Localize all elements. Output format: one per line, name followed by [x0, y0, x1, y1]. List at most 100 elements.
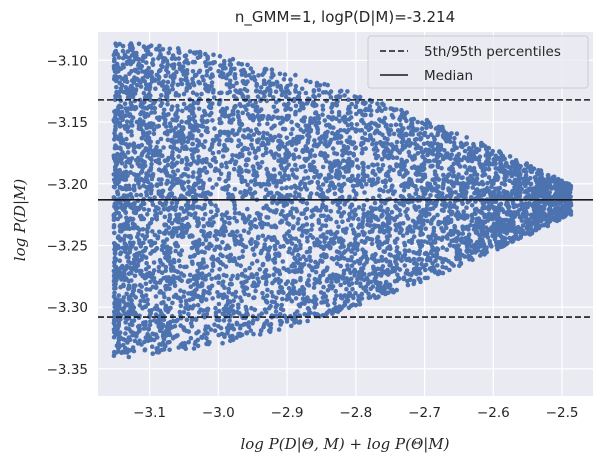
- scatter-point: [387, 252, 393, 257]
- scatter-point: [156, 56, 161, 61]
- scatter-point: [224, 210, 230, 215]
- scatter-point: [140, 294, 146, 300]
- scatter-point: [456, 151, 462, 157]
- scatter-point: [304, 222, 310, 227]
- scatter-point: [466, 253, 471, 259]
- scatter-point: [332, 132, 338, 137]
- scatter-point: [204, 336, 209, 341]
- scatter-point: [190, 296, 195, 302]
- scatter-point: [493, 216, 499, 222]
- scatter-point: [346, 106, 351, 112]
- scatter-point: [252, 177, 258, 183]
- scatter-point: [202, 234, 207, 239]
- scatter-point: [368, 134, 373, 140]
- scatter-point: [474, 176, 480, 181]
- scatter-point: [196, 154, 201, 160]
- scatter-point: [216, 332, 221, 338]
- scatter-point: [399, 258, 404, 263]
- scatter-point: [293, 147, 299, 152]
- scatter-point: [314, 80, 320, 86]
- scatter-point: [306, 273, 312, 278]
- scatter-point: [176, 154, 181, 159]
- scatter-point: [452, 135, 457, 141]
- scatter-point: [459, 240, 465, 245]
- scatter-point: [239, 176, 244, 182]
- scatter-point: [220, 340, 225, 346]
- scatter-point: [179, 125, 185, 130]
- scatter-point: [144, 260, 149, 266]
- scatter-point: [315, 180, 321, 186]
- scatter-point: [133, 295, 138, 300]
- scatter-point: [237, 331, 243, 337]
- scatter-point: [450, 147, 455, 153]
- scatter-point: [225, 129, 231, 135]
- scatter-point: [184, 208, 189, 213]
- scatter-point: [153, 312, 159, 317]
- scatter-point: [259, 160, 265, 165]
- scatter-point: [111, 225, 117, 230]
- scatter-point: [270, 81, 276, 87]
- scatter-point: [372, 253, 377, 259]
- scatter-point: [336, 224, 341, 230]
- scatter-point: [278, 134, 283, 139]
- scatter-point: [144, 227, 150, 232]
- scatter-point: [530, 186, 536, 192]
- scatter-point: [248, 66, 254, 71]
- scatter-point: [120, 55, 126, 61]
- scatter-point: [519, 218, 525, 223]
- scatter-point: [230, 273, 235, 279]
- scatter-point: [280, 119, 285, 124]
- scatter-point: [462, 148, 468, 154]
- scatter-point: [228, 277, 234, 282]
- scatter-point: [329, 231, 334, 237]
- scatter-point: [193, 211, 198, 216]
- scatter-point: [222, 334, 227, 340]
- scatter-point: [245, 102, 251, 107]
- scatter-point: [118, 284, 123, 290]
- scatter-point: [349, 125, 355, 131]
- scatter-point: [377, 168, 382, 174]
- scatter-point: [320, 112, 325, 117]
- scatter-point: [440, 245, 446, 250]
- scatter-point: [191, 170, 196, 175]
- scatter-point: [177, 309, 183, 315]
- scatter-point: [260, 261, 266, 267]
- scatter-point: [309, 222, 315, 228]
- scatter-point: [471, 141, 476, 147]
- scatter-point: [204, 73, 209, 78]
- scatter-point: [297, 256, 303, 262]
- scatter-point: [174, 118, 179, 123]
- scatter-point: [363, 250, 368, 255]
- scatter-point: [462, 164, 468, 169]
- scatter-point: [112, 212, 117, 217]
- scatter-point: [273, 295, 279, 301]
- scatter-point: [371, 223, 377, 228]
- scatter-point: [372, 121, 378, 126]
- scatter-point: [177, 148, 182, 154]
- scatter-point: [218, 252, 223, 257]
- scatter-point: [264, 293, 270, 299]
- scatter-point: [447, 267, 452, 273]
- scatter-point: [142, 347, 148, 352]
- scatter-point: [337, 164, 342, 170]
- scatter-point: [207, 105, 213, 111]
- scatter-point: [210, 101, 215, 106]
- scatter-point: [406, 149, 412, 155]
- scatter-point: [219, 90, 224, 96]
- scatter-point: [457, 164, 463, 169]
- scatter-point: [115, 216, 121, 222]
- scatter-point: [405, 170, 410, 176]
- scatter-point: [133, 246, 139, 251]
- scatter-point: [408, 141, 414, 146]
- scatter-point: [365, 222, 370, 227]
- scatter-point: [348, 223, 354, 228]
- scatter-point: [278, 139, 283, 144]
- scatter-point: [262, 94, 267, 99]
- scatter-point: [197, 68, 203, 74]
- scatter-point: [299, 86, 305, 92]
- scatter-point: [240, 281, 245, 286]
- scatter-point: [394, 155, 400, 161]
- scatter-point: [405, 282, 411, 288]
- scatter-point: [265, 287, 270, 293]
- scatter-point: [416, 257, 421, 262]
